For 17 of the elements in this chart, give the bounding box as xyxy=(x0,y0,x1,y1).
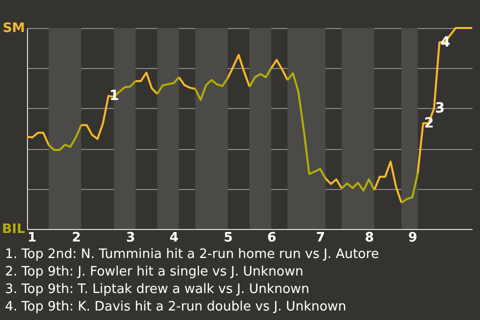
annotation: 1 xyxy=(109,88,120,104)
x-tick-label: 4 xyxy=(170,230,179,246)
annotation: 3 xyxy=(435,100,445,116)
x-tick-label: 8 xyxy=(364,230,374,246)
x-tick-label: 2 xyxy=(72,230,81,246)
text: 3. Top 9th: T. Liptak drew a walk vs J. Unknown xyxy=(5,282,310,297)
x-tick-label: 6 xyxy=(267,230,276,246)
x-tick-label: 9 xyxy=(408,230,418,246)
text: 4. Top 9th: K. Davis hit a 2-run double vs J. Unknown xyxy=(5,300,346,314)
x-tick-label: 5 xyxy=(224,230,233,246)
text: BIL xyxy=(2,222,25,237)
x-tick-label: 1 xyxy=(28,230,37,246)
text: 2. Top 9th: J. Fowler hit a single vs J. Unknown xyxy=(5,264,304,280)
x-tick-label: 3 xyxy=(126,230,136,246)
text: 1. Top 2nd: N. Tumminia hit a 2-run home run vs J. Autore xyxy=(5,247,379,262)
x-tick-label: 7 xyxy=(316,230,326,246)
text: SM xyxy=(2,21,25,36)
